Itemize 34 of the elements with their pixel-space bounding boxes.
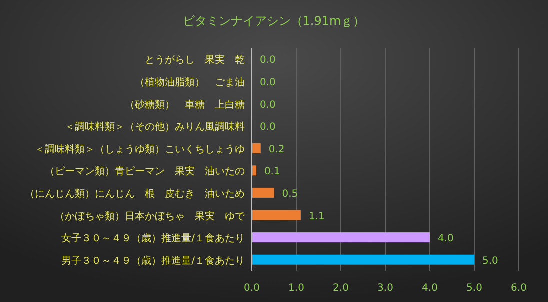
y-tick-label: とうがらし 果実 乾 — [145, 54, 245, 66]
data-label: 1.1 — [308, 211, 325, 222]
bar — [252, 232, 430, 243]
data-label: 0.1 — [264, 166, 280, 178]
x-tick-label: 2.0 — [333, 283, 349, 294]
data-label: 4.0 — [438, 234, 454, 245]
y-tick-label: （植物油脂類） ごま油 — [135, 76, 245, 88]
bar — [252, 210, 301, 220]
y-tick-label: （砂糖類） 車糖 上白糖 — [125, 98, 245, 111]
x-tick-label: 0.0 — [244, 283, 260, 294]
data-label: 0.2 — [268, 144, 285, 156]
data-label: 0.0 — [260, 77, 276, 88]
y-tick-label: ＜調味料類＞（その他）みりん風調味料 — [65, 121, 245, 134]
y-tick-label: （かぼちゃ類）日本かぼちゃ 果実 ゆで — [55, 210, 246, 222]
y-tick-label: （ピーマン類）青ピーマン 果実 油いたの — [45, 166, 245, 178]
y-tick-label: （にんじん類）にんじん 根 皮むき 油いため — [25, 188, 245, 200]
y-tick-label: ＜調味料類＞（しょうゆ類）こいくちしょうゆ — [35, 143, 245, 156]
bar — [252, 254, 474, 265]
y-tick-label: 男子３０～４９（歳）推進量/１食あたり — [62, 254, 245, 267]
bar — [252, 188, 274, 198]
x-tick-label: 4.0 — [422, 283, 438, 294]
y-tick-label: 女子３０～４９（歳）推進量/１食あたり — [62, 232, 245, 245]
bar — [252, 166, 256, 176]
x-tick-label: 1.0 — [288, 283, 304, 294]
data-label: 0.0 — [260, 100, 276, 111]
data-label: 0.5 — [282, 188, 298, 200]
chart-title: ビタミンナイアシン（1.91mｇ） — [182, 14, 366, 28]
data-label: 0.0 — [260, 55, 276, 66]
bar — [252, 143, 261, 154]
x-tick-label: 6.0 — [511, 283, 527, 294]
x-tick-label: 3.0 — [378, 283, 394, 294]
x-tick-label: 5.0 — [466, 283, 482, 294]
data-label: 0.0 — [260, 122, 276, 134]
data-label: 5.0 — [482, 256, 498, 267]
